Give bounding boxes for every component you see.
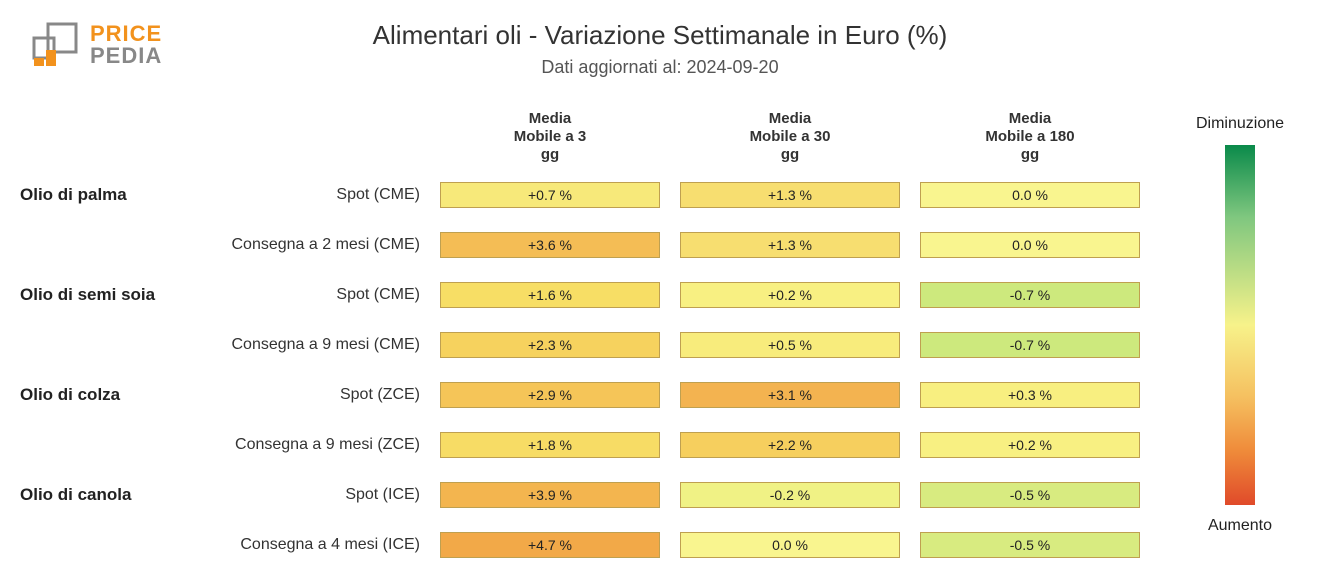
column-header-row: MediaMobile a 3gg MediaMobile a 30gg Media…	[20, 110, 1160, 170]
heatmap-cell: -0.2 %	[680, 482, 900, 508]
heatmap-cell: +2.2 %	[680, 432, 900, 458]
column-header: MediaMobile a 3gg	[440, 110, 660, 170]
heatmap-grid: MediaMobile a 3gg MediaMobile a 30gg Media…	[20, 110, 1160, 570]
heatmap-cell: +0.3 %	[920, 382, 1140, 408]
table-row: Consegna a 9 mesi (CME)+2.3 % +0.5 % -0.7 …	[20, 320, 1160, 370]
row-label: Consegna a 2 mesi (CME)	[200, 236, 440, 254]
legend-bottom-label: Aumento	[1208, 517, 1272, 535]
heatmap-cell: +0.5 %	[680, 332, 900, 358]
category-label: Olio di canola	[20, 485, 200, 505]
legend-gradient-bar	[1225, 145, 1255, 505]
heatmap-cell: -0.7 %	[920, 332, 1140, 358]
heatmap-cell: +3.6 %	[440, 232, 660, 258]
legend-top-label: Diminuzione	[1196, 115, 1284, 133]
heatmap-cell: +0.2 %	[920, 432, 1140, 458]
table-row: Consegna a 2 mesi (CME)+3.6 % +1.3 % 0.0 %	[20, 220, 1160, 270]
heatmap-cell: +0.2 %	[680, 282, 900, 308]
heatmap-cell: +0.7 %	[440, 182, 660, 208]
heatmap-cell: +4.7 %	[440, 532, 660, 558]
heatmap-cell: +1.6 %	[440, 282, 660, 308]
chart-titles: Alimentari oli - Variazione Settimanale …	[0, 20, 1320, 78]
heatmap-cell: 0.0 %	[920, 182, 1140, 208]
row-label: Spot (CME)	[200, 286, 440, 304]
category-label: Olio di semi soia	[20, 285, 200, 305]
table-row: Consegna a 9 mesi (ZCE)+1.8 % +2.2 % +0.2 …	[20, 420, 1160, 470]
heatmap-cell: +1.3 %	[680, 182, 900, 208]
row-label: Spot (ZCE)	[200, 386, 440, 404]
category-label: Olio di palma	[20, 185, 200, 205]
table-row: Olio di palmaSpot (CME)+0.7 % +1.3 % 0.0 %	[20, 170, 1160, 220]
row-label: Consegna a 9 mesi (ZCE)	[200, 436, 440, 454]
row-label: Consegna a 9 mesi (CME)	[200, 336, 440, 354]
category-label: Olio di colza	[20, 385, 200, 405]
color-legend: Diminuzione Aumento	[1190, 115, 1290, 535]
heatmap-cell: +1.8 %	[440, 432, 660, 458]
heatmap-cell: 0.0 %	[680, 532, 900, 558]
row-label: Consegna a 4 mesi (ICE)	[200, 536, 440, 554]
table-row: Olio di semi soiaSpot (CME)+1.6 % +0.2 %-…	[20, 270, 1160, 320]
heatmap-cell: -0.5 %	[920, 532, 1140, 558]
table-row: Olio di canolaSpot (ICE)+3.9 % -0.2 % -0.5…	[20, 470, 1160, 520]
heatmap-cell: +2.3 %	[440, 332, 660, 358]
chart-title: Alimentari oli - Variazione Settimanale …	[0, 20, 1320, 51]
table-row: Consegna a 4 mesi (ICE)+4.7 % 0.0 % -0.5 %	[20, 520, 1160, 570]
heatmap-cell: +3.9 %	[440, 482, 660, 508]
heatmap-cell: -0.7 %	[920, 282, 1140, 308]
row-label: Spot (CME)	[200, 186, 440, 204]
row-label: Spot (ICE)	[200, 486, 440, 504]
heatmap-cell: +2.9 %	[440, 382, 660, 408]
column-header: MediaMobile a 180gg	[920, 110, 1140, 170]
heatmap-cell: +3.1 %	[680, 382, 900, 408]
heatmap-cell: 0.0 %	[920, 232, 1140, 258]
column-header: MediaMobile a 30gg	[680, 110, 900, 170]
heatmap-cell: -0.5 %	[920, 482, 1140, 508]
table-row: Olio di colzaSpot (ZCE)+2.9 % +3.1 % +0.3 …	[20, 370, 1160, 420]
chart-subtitle: Dati aggiornati al: 2024-09-20	[0, 57, 1320, 78]
heatmap-cell: +1.3 %	[680, 232, 900, 258]
